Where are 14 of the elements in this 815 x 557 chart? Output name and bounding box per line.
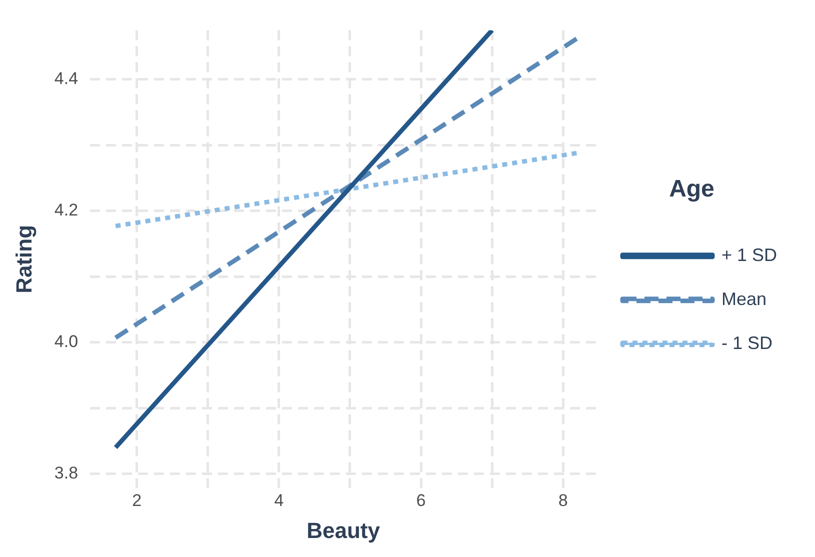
y-tick-label: 3.8 xyxy=(54,463,78,482)
y-tick-label: 4.2 xyxy=(54,200,78,220)
legend-label: + 1 SD xyxy=(721,244,777,265)
legend-title: Age xyxy=(669,176,714,203)
legend-label: Mean xyxy=(721,288,766,309)
y-tick-label: 4.4 xyxy=(54,69,78,88)
x-tick-label: 8 xyxy=(558,491,568,510)
x-tick-label: 4 xyxy=(274,491,284,510)
y-tick-label: 4.0 xyxy=(54,332,78,352)
x-axis-title: Beauty xyxy=(306,518,381,543)
legend-label: - 1 SD xyxy=(721,332,772,353)
y-axis-title: Rating xyxy=(11,224,36,294)
x-tick-label: 2 xyxy=(132,491,142,510)
x-tick-label: 6 xyxy=(416,491,426,510)
